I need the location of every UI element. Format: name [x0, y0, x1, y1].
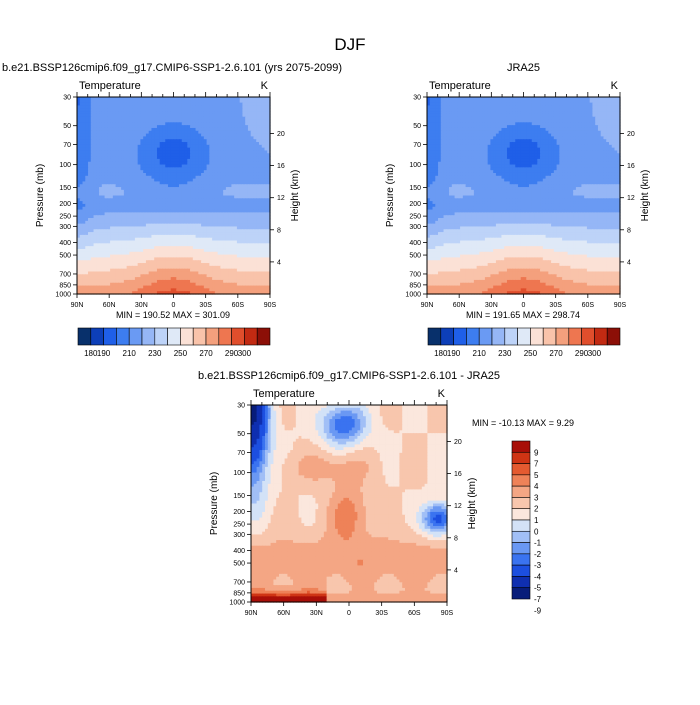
model-colorbar-swatch [180, 328, 193, 345]
model-y-tick-label: 700 [59, 271, 71, 278]
model-x-tick-label: 90N [71, 302, 84, 309]
model-y2-tick-label: 8 [277, 227, 281, 234]
model-y-tick-label: 200 [59, 201, 71, 208]
model-colorbar-label: 210 [123, 349, 137, 358]
model-panel: b.e21.BSSP126cmip6.f09_g17.CMIP6-SSP1-2.… [2, 62, 342, 309]
model-colorbar-swatch [193, 328, 206, 345]
model-x-tick-label: 60N [103, 302, 116, 309]
model-y2-tick-label: 16 [277, 163, 285, 170]
model-colorbar-swatch [257, 328, 270, 345]
model-x-tick-label: 30S [199, 302, 212, 309]
model-colorbar-swatch [129, 328, 142, 345]
model-y-tick-label: 150 [59, 185, 71, 192]
model-y-tick-label: 850 [59, 282, 71, 289]
model-x-tick-label: 90S [264, 302, 277, 309]
model-y-tick-label: 30 [63, 95, 71, 102]
model-colorbar-swatch [78, 328, 91, 345]
model-x-tick-label: 30N [135, 302, 148, 309]
model-colorbar-swatch [104, 328, 117, 345]
model-colorbar-swatch [206, 328, 219, 345]
model-colorbar-swatch [232, 328, 245, 345]
model-title: b.e21.BSSP126cmip6.f09_g17.CMIP6-SSP1-2.… [2, 62, 342, 74]
model-stats: MIN = 190.52 MAX = 301.09 [116, 310, 230, 320]
model-colorbar-swatch [155, 328, 168, 345]
model-units-label: K [261, 80, 269, 92]
model-y2-tick-label: 20 [277, 131, 285, 138]
model-y2-tick-label: 4 [277, 259, 281, 266]
model-y-tick-label: 70 [63, 142, 71, 149]
model-y-tick-label: 300 [59, 224, 71, 231]
model-left-label: Temperature [79, 80, 141, 92]
model-ylabel: Pressure (mb) [35, 164, 46, 227]
model-y-tick-label: 1000 [55, 292, 71, 299]
page-title: DJF [334, 35, 365, 54]
model-y-tick-label: 100 [59, 162, 71, 169]
model-y2-tick-label: 12 [277, 195, 285, 202]
model-y-tick-label: 50 [63, 123, 71, 130]
model-colorbar-swatch [91, 328, 104, 345]
model-colorbar-swatch [116, 328, 129, 345]
model-colorbar-swatch [219, 328, 232, 345]
model-x-tick-label: 0 [172, 302, 176, 309]
model-y2label: Height (km) [290, 170, 301, 222]
model-colorbar-label: 190 [97, 349, 111, 358]
model-colorbar: 180190210230250270290300 [78, 328, 270, 358]
model-colorbar-label: 230 [148, 349, 162, 358]
model-x-tick-label: 60S [232, 302, 245, 309]
model-y-tick-label: 250 [59, 214, 71, 221]
model-y-tick-label: 400 [59, 240, 71, 247]
model-colorbar-swatch [142, 328, 155, 345]
model-colorbar-swatch [168, 328, 181, 345]
model-colorbar-swatch [244, 328, 257, 345]
model-y-tick-label: 500 [59, 253, 71, 260]
